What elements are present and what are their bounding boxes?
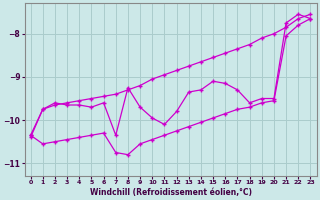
X-axis label: Windchill (Refroidissement éolien,°C): Windchill (Refroidissement éolien,°C): [90, 188, 252, 197]
